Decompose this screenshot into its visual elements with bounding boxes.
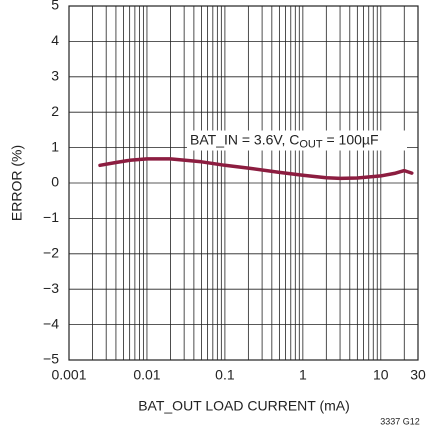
y-axis-label: ERROR (%) (9, 145, 25, 221)
figure-id: 3337 G12 (380, 416, 420, 426)
y-tick-label: 3 (51, 68, 59, 84)
x-tick-label: 1 (299, 367, 307, 383)
y-tick-label: −2 (43, 245, 59, 261)
y-tick-label: −1 (43, 209, 59, 225)
annotation: BAT_IN = 3.6V, COUT = 100µF (190, 131, 379, 150)
y-tick-label: −5 (43, 351, 59, 367)
annotation-text: = 100µF (323, 131, 379, 147)
y-tick-label: −3 (43, 280, 59, 296)
annotation-bg (187, 130, 407, 151)
y-tick-label: 5 (51, 0, 59, 13)
plot-frame (68, 5, 419, 361)
x-tick-label: 0.01 (133, 367, 160, 383)
y-tick-label: 2 (51, 103, 59, 119)
y-tick-label: 4 (51, 32, 59, 48)
y-tick-label: 1 (51, 138, 59, 154)
x-tick-label: 30 (410, 367, 426, 383)
x-axis-label: BAT_OUT LOAD CURRENT (mA) (138, 398, 350, 414)
annotation-sub: OUT (299, 138, 323, 150)
annotation-text: BAT_IN = 3.6V, C (190, 131, 299, 147)
x-tick-label: 10 (373, 367, 389, 383)
y-tick-label: −4 (43, 315, 59, 331)
x-tick-label: 0.1 (215, 367, 235, 383)
y-tick-label: 0 (51, 174, 59, 190)
x-tick-label: 0.001 (51, 367, 86, 383)
data-line (98, 157, 414, 181)
